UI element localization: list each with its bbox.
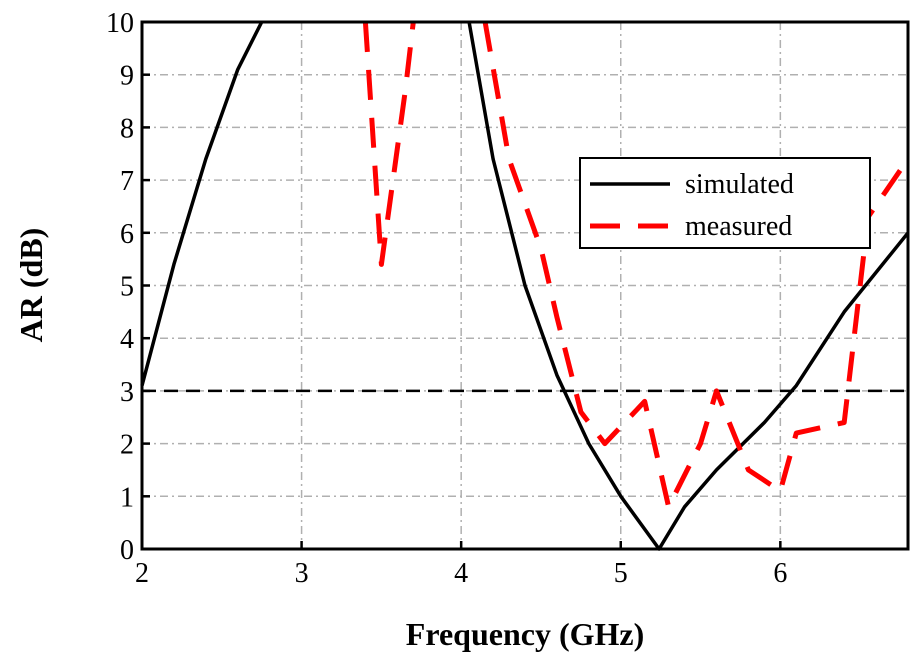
- legend-label-measured: measured: [685, 211, 792, 242]
- series-simulated-segment-0: [140, 21, 264, 387]
- tick-labels: 2 3 4 5 6 0 1 2 3 4 5 6 7 8 9 10: [106, 8, 787, 589]
- x-axis-title: Frequency (GHz): [406, 616, 644, 652]
- y-axis-title: AR (dB): [13, 228, 49, 343]
- y-tick-label-1: 1: [120, 482, 134, 513]
- y-tick-label-7: 7: [120, 166, 134, 197]
- y-tick-label-6: 6: [120, 219, 134, 250]
- legend-box: [579, 157, 871, 249]
- series-measured-segment-0: [362, 21, 416, 267]
- x-tick-label-2: 2: [135, 558, 149, 589]
- y-tick-label-4: 4: [120, 324, 134, 355]
- legend-label-simulated: simulated: [685, 169, 794, 200]
- series-measured-segment-1: [482, 21, 911, 510]
- x-tick-label-5: 5: [614, 558, 628, 589]
- x-tick-label-3: 3: [295, 558, 309, 589]
- x-tick-label-4: 4: [454, 558, 468, 589]
- y-tick-label-8: 8: [120, 113, 134, 144]
- y-tick-label-9: 9: [120, 61, 134, 92]
- axes: [140, 20, 910, 551]
- y-tick-label-3: 3: [120, 377, 134, 408]
- y-tick-label-5: 5: [120, 272, 134, 303]
- y-tick-label-10: 10: [106, 8, 134, 39]
- y-tick-label-2: 2: [120, 430, 134, 461]
- x-tick-label-6: 6: [773, 558, 787, 589]
- legend: simulated measured: [579, 157, 871, 249]
- y-tick-label-0: 0: [120, 535, 134, 566]
